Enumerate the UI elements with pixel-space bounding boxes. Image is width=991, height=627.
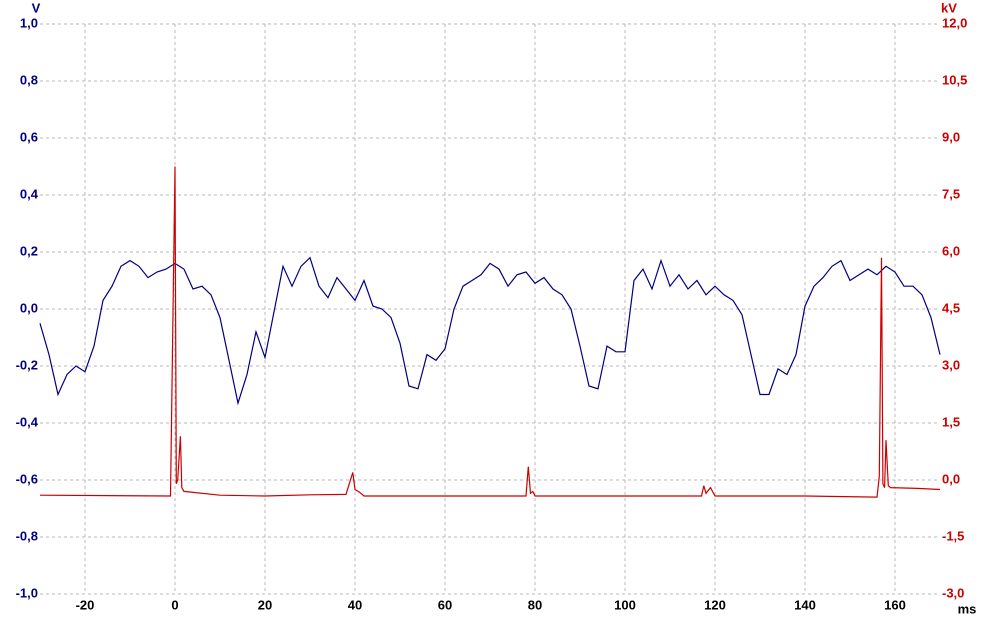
x-tick-label: 20 (258, 597, 272, 612)
y-tick-label: -0,4 (16, 414, 39, 429)
y2-tick-label: 1,5 (942, 414, 960, 429)
y2-tick-label: 7,5 (942, 186, 960, 201)
y2-axis-title: kV (941, 0, 957, 15)
x-tick-label: 140 (794, 597, 816, 612)
y2-tick-label: 3,0 (942, 357, 960, 372)
x-tick-label: 0 (171, 597, 178, 612)
y2-tick-label: -1,5 (942, 528, 964, 543)
trace-line (39, 256, 941, 406)
x-tick-label: 40 (348, 597, 362, 612)
x-tick-label: 120 (704, 597, 726, 612)
y-tick-label: 1,0 (20, 15, 38, 30)
x-tick-label: 160 (884, 597, 906, 612)
y2-tick-label: 0,0 (942, 471, 960, 486)
y2-tick-label: 6,0 (942, 243, 960, 258)
y2-tick-label: 12,0 (942, 15, 967, 30)
trace-line (39, 166, 941, 498)
y-tick-label: -0,8 (16, 528, 38, 543)
y-tick-label: 0,0 (20, 300, 38, 315)
y-axis-title: V (32, 0, 41, 15)
y-tick-label: -0,6 (16, 471, 38, 486)
y-tick-label: 0,4 (20, 186, 39, 201)
x-tick-label: -20 (76, 597, 95, 612)
y-tick-label: 0,2 (20, 243, 38, 258)
y-tick-label: -0,2 (16, 357, 38, 372)
y2-tick-label: 10,5 (942, 72, 967, 87)
x-axis-title: ms (958, 601, 977, 616)
y2-tick-label: -3,0 (942, 585, 964, 600)
y2-tick-label: 9,0 (942, 129, 960, 144)
y2-tick-label: 4,5 (942, 300, 960, 315)
y-tick-label: 0,8 (20, 72, 38, 87)
x-tick-label: 100 (614, 597, 636, 612)
y-tick-label: 0,6 (20, 129, 38, 144)
x-tick-label: 60 (438, 597, 452, 612)
y-tick-label: -1,0 (16, 585, 38, 600)
x-tick-label: 80 (528, 597, 542, 612)
